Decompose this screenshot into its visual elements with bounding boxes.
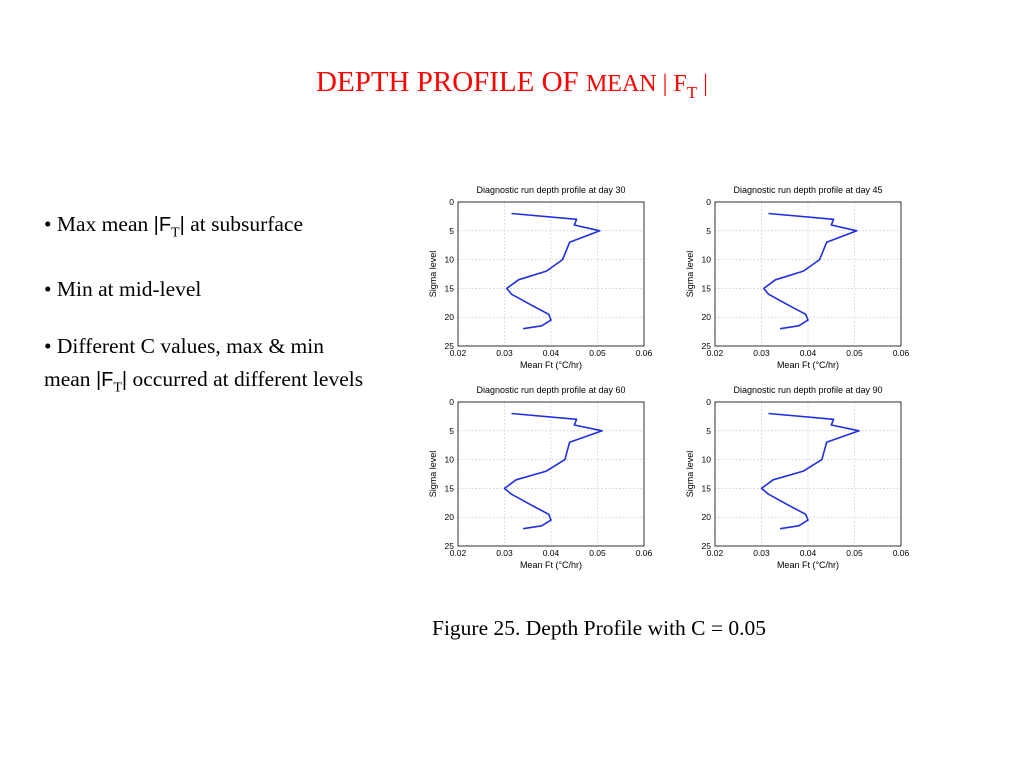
title-smallcaps: MEAN | F <box>585 71 687 97</box>
y-tick-label: 20 <box>445 312 455 322</box>
bullet-list: • Max mean |FT| at subsurface • Min at m… <box>44 208 374 429</box>
bullet-different: • Different C values, max & min mean |FT… <box>44 330 374 404</box>
bullet-max-pre: • Max mean <box>44 212 154 236</box>
x-axis-label: Mean Ft (°C/hr) <box>777 560 839 570</box>
y-tick-label: 15 <box>445 483 455 493</box>
x-tick-label: 0.02 <box>450 548 467 558</box>
x-tick-label: 0.06 <box>893 348 910 358</box>
figure-svg: Diagnostic run depth profile at day 30 0.… <box>428 185 910 570</box>
bullet-max: • Max mean |FT| at subsurface <box>44 208 374 249</box>
x-tick-label: 0.02 <box>707 348 724 358</box>
y-tick-label: 0 <box>706 397 711 407</box>
slide-title: DEPTH PROFILE OF MEAN | FT | <box>0 66 1024 103</box>
bullet-diff-post: occurred at different levels <box>127 367 364 392</box>
series-line <box>503 412 603 530</box>
bullet-max-ft-sub: T <box>171 225 180 241</box>
x-tick-label: 0.02 <box>707 548 724 558</box>
x-tick-label: 0.05 <box>846 348 863 358</box>
y-tick-label: 25 <box>445 341 455 351</box>
y-tick-label: 0 <box>449 397 454 407</box>
y-tick-label: 25 <box>702 541 712 551</box>
plot-frame <box>457 201 645 347</box>
y-tick-label: 20 <box>445 512 455 522</box>
x-axis-label: Mean Ft (°C/hr) <box>777 360 839 370</box>
y-tick-label: 25 <box>702 341 712 351</box>
series-line <box>760 412 860 530</box>
series-line <box>506 212 601 330</box>
y-tick-label: 20 <box>702 312 712 322</box>
bullet-max-post: at subsurface <box>184 212 304 236</box>
x-tick-label: 0.05 <box>589 548 606 558</box>
x-tick-label: 0.02 <box>450 348 467 358</box>
bullet-diff-ft-open: |F <box>95 369 114 392</box>
y-tick-label: 10 <box>702 255 712 265</box>
y-tick-label: 10 <box>445 455 455 465</box>
y-tick-label: 15 <box>702 283 712 293</box>
bullet-diff-ft-close: | <box>121 369 128 392</box>
y-axis-label: Sigma level <box>428 251 438 298</box>
y-tick-label: 5 <box>706 426 711 436</box>
x-tick-label: 0.05 <box>589 348 606 358</box>
chart-title: Diagnostic run depth profile at day 45 <box>733 185 882 195</box>
y-tick-label: 10 <box>445 255 455 265</box>
y-axis-label: Sigma level <box>685 451 695 498</box>
x-tick-label: 0.04 <box>800 348 817 358</box>
y-tick-label: 15 <box>445 283 455 293</box>
chart-title: Diagnostic run depth profile at day 60 <box>476 385 625 395</box>
x-tick-label: 0.06 <box>636 348 653 358</box>
y-axis-label: Sigma level <box>685 251 695 298</box>
x-tick-label: 0.03 <box>753 348 770 358</box>
y-tick-label: 0 <box>706 197 711 207</box>
y-tick-label: 0 <box>449 197 454 207</box>
plot-frame <box>714 401 902 547</box>
y-tick-label: 25 <box>445 541 455 551</box>
chart-title: Diagnostic run depth profile at day 90 <box>733 385 882 395</box>
figure-caption: Figure 25. Depth Profile with C = 0.05 <box>432 616 767 640</box>
plot-frame <box>714 201 902 347</box>
x-tick-label: 0.06 <box>893 548 910 558</box>
figure-panel-grid: Diagnostic run depth profile at day 30 0.… <box>410 178 930 582</box>
x-tick-label: 0.04 <box>543 548 560 558</box>
chart-title: Diagnostic run depth profile at day 30 <box>476 185 625 195</box>
title-end: | <box>697 71 708 97</box>
plot-frame <box>457 401 645 547</box>
y-tick-label: 5 <box>706 226 711 236</box>
bullet-max-ft-close: | <box>179 214 185 236</box>
y-tick-label: 15 <box>702 483 712 493</box>
x-tick-label: 0.03 <box>753 548 770 558</box>
y-tick-label: 20 <box>702 512 712 522</box>
bullet-diff-ft-sub: T <box>113 380 122 396</box>
x-tick-label: 0.04 <box>800 548 817 558</box>
x-tick-label: 0.05 <box>846 548 863 558</box>
x-tick-label: 0.06 <box>636 548 653 558</box>
y-tick-label: 10 <box>702 455 712 465</box>
x-tick-label: 0.04 <box>543 348 560 358</box>
bullet-max-ft-open: |F <box>153 214 172 236</box>
x-tick-label: 0.03 <box>496 548 513 558</box>
y-axis-label: Sigma level <box>428 451 438 498</box>
title-main: DEPTH PROFILE OF <box>316 66 579 98</box>
bullet-min: • Min at mid-level <box>44 277 202 302</box>
x-axis-label: Mean Ft (°C/hr) <box>520 560 582 570</box>
series-line <box>762 212 858 330</box>
bullet-diff-pre: • Different C values, max & min mean <box>44 334 325 392</box>
title-subscript: T <box>686 82 698 102</box>
x-axis-label: Mean Ft (°C/hr) <box>520 360 582 370</box>
y-tick-label: 5 <box>449 426 454 436</box>
y-tick-label: 5 <box>449 226 454 236</box>
x-tick-label: 0.03 <box>496 348 513 358</box>
